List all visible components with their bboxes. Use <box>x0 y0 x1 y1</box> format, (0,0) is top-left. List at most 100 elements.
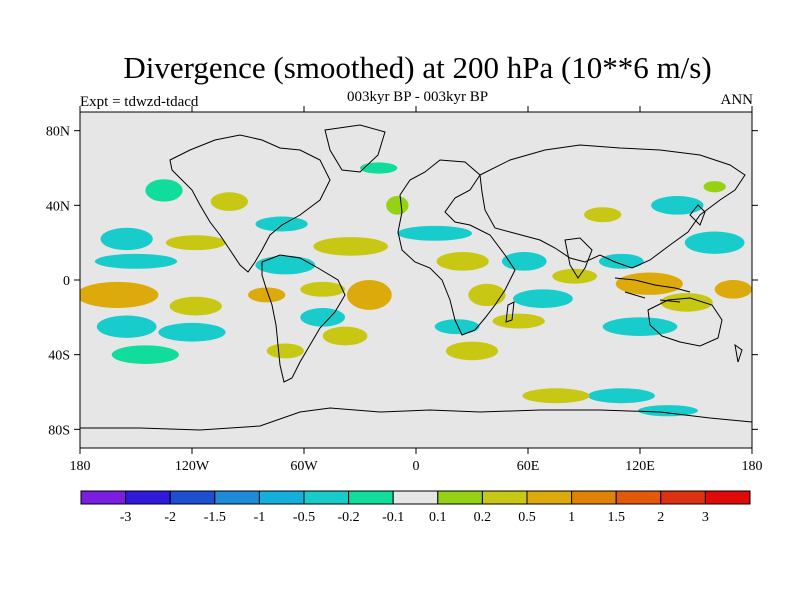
field-blob-21 <box>397 225 472 241</box>
lat-tick-label-4: 80S <box>48 423 70 438</box>
field-blob-18 <box>266 343 305 359</box>
divergence-field <box>80 162 752 417</box>
field-blob-3 <box>80 281 159 308</box>
field-blob-10 <box>255 216 308 232</box>
colorbar-cell-7 <box>392 490 439 505</box>
field-blob-25 <box>445 341 499 361</box>
coastline-asia <box>479 144 746 269</box>
field-blob-37 <box>703 181 726 193</box>
colorbar-label-4: -0.5 <box>293 510 315 525</box>
lat-tick-label-2: 0 <box>63 274 70 289</box>
colorbar-cell-6 <box>348 490 394 505</box>
field-blob-0 <box>100 227 153 251</box>
colorbar-cell-3 <box>214 490 260 505</box>
map-subtitle: 003kyr BP - 003kyr BP <box>346 89 489 105</box>
field-blob-40 <box>522 388 590 404</box>
season-label: ANN <box>720 92 754 108</box>
colorbar-label-8: 0.2 <box>474 510 492 525</box>
colorbar-cell-9 <box>481 490 528 505</box>
field-blob-35 <box>651 196 704 215</box>
coastline-indonesia <box>614 277 691 303</box>
lon-tick-label-0: 180 <box>70 459 91 470</box>
lon-tick-label-3: 0 <box>413 459 420 470</box>
colorbar-label-11: 1.5 <box>607 510 625 525</box>
field-blob-33 <box>602 317 678 336</box>
coastline-antarctica <box>80 407 752 431</box>
field-blob-12 <box>255 255 316 275</box>
coastline-greenland <box>324 124 386 173</box>
map-title: Divergence (smoothed) at 200 hPa (10**6 … <box>123 50 712 85</box>
colorbar-label-0: -3 <box>120 510 132 525</box>
coastline-japan <box>689 204 706 226</box>
coastline-india <box>564 237 593 279</box>
coastline-new-zealand <box>734 343 743 363</box>
colorbar-label-6: -0.1 <box>382 510 404 525</box>
colorbar-cell-10 <box>526 490 573 505</box>
lat-tick-label-3: 40S <box>48 349 70 364</box>
field-blob-36 <box>584 207 622 223</box>
field-blob-29 <box>552 268 598 284</box>
field-blob-17 <box>322 326 368 346</box>
field-blob-7 <box>111 345 179 364</box>
colorbar-cell-13 <box>660 490 706 505</box>
lon-tick-label-1: 120W <box>175 459 210 470</box>
colorbar-label-1: -2 <box>164 510 176 525</box>
colorbar-label-7: 0.1 <box>429 510 447 525</box>
colorbar-label-9: 0.5 <box>518 510 536 525</box>
colorbar-cell-11 <box>571 490 617 505</box>
colorbar-cell-5 <box>303 490 350 505</box>
field-blob-39 <box>587 388 655 404</box>
field-blob-13 <box>300 281 346 297</box>
coastline-south-america <box>261 254 346 383</box>
field-blob-8 <box>145 179 183 202</box>
field-blob-15 <box>346 280 392 310</box>
lon-tick-label-2: 60W <box>290 459 318 470</box>
colorbar-label-12: 2 <box>657 510 664 525</box>
field-blob-34 <box>684 231 745 254</box>
axis-ticks: 80N 40N 0 40S 80S 180 120W 60W 0 60E 120E 180 <box>46 106 763 470</box>
field-blob-23 <box>468 283 506 307</box>
colorbar-label-2: -1.5 <box>204 510 226 525</box>
field-blob-38 <box>714 280 752 299</box>
field-blob-19 <box>386 196 409 215</box>
colorbar-cell-1 <box>125 490 171 505</box>
field-blob-27 <box>513 289 573 308</box>
field-blob-41 <box>638 405 698 417</box>
field-blob-6 <box>158 322 226 342</box>
experiment-label: Expt = tdwzd-tdacd <box>80 94 199 110</box>
field-blob-32 <box>660 293 713 312</box>
lon-tick-label-5: 120E <box>625 459 655 470</box>
lat-tick-label-0: 80N <box>46 125 70 140</box>
coastline-north-america <box>169 134 331 273</box>
colorbar-label-10: 1 <box>568 510 575 525</box>
field-blob-22 <box>436 252 489 271</box>
colorbar-label-5: -0.2 <box>338 510 360 525</box>
colorbar-cell-8 <box>437 490 483 505</box>
field-blob-16 <box>300 308 346 327</box>
colorbar-label-13: 3 <box>702 510 709 525</box>
coastline-madagascar <box>505 301 515 323</box>
field-blob-1 <box>165 235 226 251</box>
field-blob-26 <box>501 252 547 271</box>
field-blob-14 <box>247 287 286 303</box>
colorbar-label-3: -1 <box>254 510 266 525</box>
colorbar-cell-14 <box>704 490 751 505</box>
coastlines <box>80 124 752 431</box>
coastline-australia <box>647 297 723 347</box>
coastline-europe-africa <box>397 159 516 336</box>
field-blob-11 <box>313 237 388 256</box>
field-blob-24 <box>434 319 480 335</box>
colorbar-cell-12 <box>615 490 662 505</box>
lon-tick-label-6: 180 <box>742 459 763 470</box>
field-blob-30 <box>598 253 644 269</box>
divergence-map: 80N 40N 0 40S 80S 180 120W 60W 0 60E 120E 180 <box>46 106 763 470</box>
field-blob-5 <box>96 315 157 338</box>
field-blob-2 <box>94 253 178 269</box>
field-blob-20 <box>360 162 398 174</box>
colorbar-cell-0 <box>80 490 127 505</box>
colorbar-cell-2 <box>169 490 216 505</box>
field-blob-9 <box>210 192 248 211</box>
colorbar-cell-4 <box>258 490 305 505</box>
lon-tick-label-4: 60E <box>517 459 540 470</box>
lat-tick-label-1: 40N <box>46 199 70 214</box>
